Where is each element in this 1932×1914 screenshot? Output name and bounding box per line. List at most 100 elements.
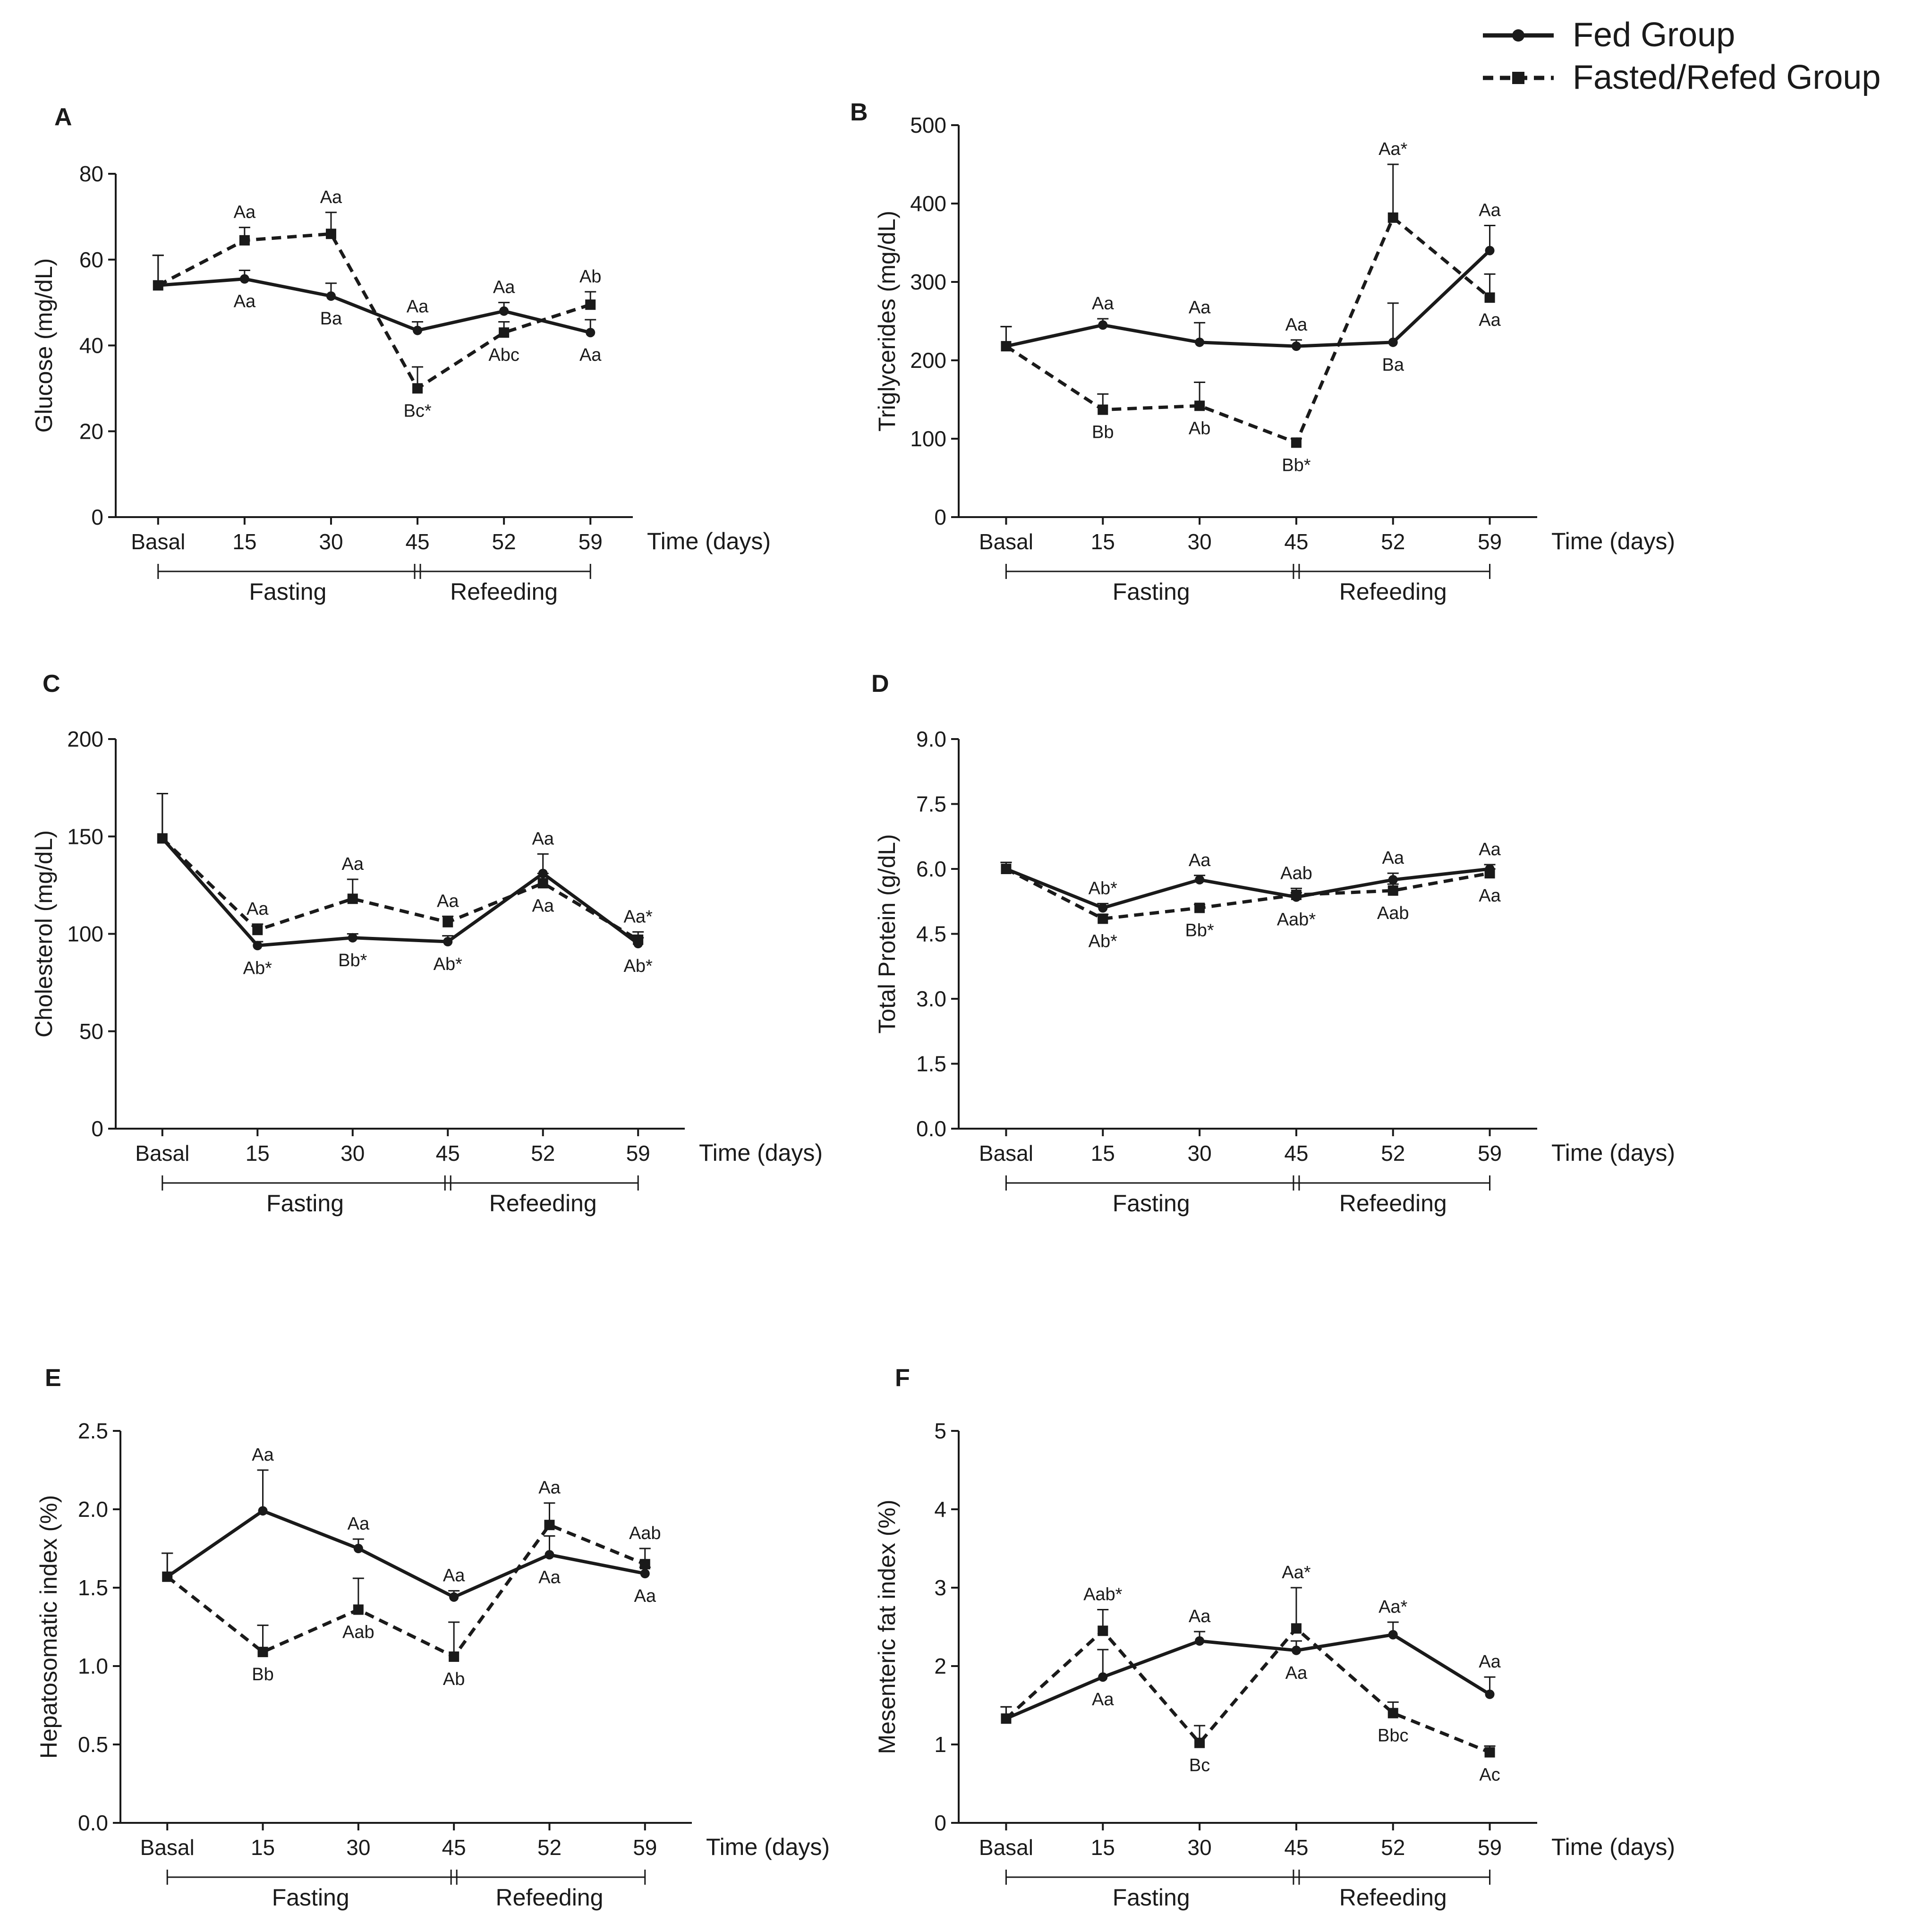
series-line <box>1005 1633 1491 1720</box>
significance-label: Aa <box>1479 886 1501 906</box>
series-fasted: Aa Aa Aa Aa Aa* <box>156 793 653 945</box>
x-tick-label: Basal <box>140 1835 195 1860</box>
data-point-circle <box>348 933 357 943</box>
panel-letter: D <box>871 670 889 698</box>
significance-label: Bc <box>1189 1756 1210 1776</box>
significance-label: Aa <box>1479 1652 1501 1672</box>
panel-c: C 0 50 100 150 200 Basal 15 30 45 52 59 Time (days) C… <box>31 670 823 1216</box>
significance-label: Bb <box>252 1665 273 1684</box>
x-axis-label: Time (days) <box>1551 1140 1675 1166</box>
x-tick-label: 52 <box>1381 1835 1405 1860</box>
x-tick-label: 59 <box>1478 1835 1502 1860</box>
y-tick-label: 4 <box>934 1497 946 1522</box>
y-tick-label: 3 <box>934 1575 946 1600</box>
significance-label: Aa <box>1189 851 1211 870</box>
y-tick-label: 500 <box>910 113 946 137</box>
data-point-circle <box>545 1550 554 1560</box>
y-tick-label: 0.0 <box>78 1811 108 1835</box>
y-axis-label: Triglycerides (mg/dL) <box>874 211 900 432</box>
series-fed: Aa Aa Aa Ba Aa <box>1000 200 1501 375</box>
data-point-square <box>585 299 596 310</box>
data-point-square <box>633 934 644 945</box>
y-tick-label: 0 <box>91 505 103 529</box>
significance-label: Ab <box>579 267 601 287</box>
series-fasted: Aab* Bc Aa* Bbc Ac <box>1000 1563 1500 1785</box>
significance-label: Ab* <box>243 958 272 978</box>
significance-label: Aa <box>1092 294 1114 314</box>
y-tick-label: 80 <box>79 162 103 186</box>
series-line <box>1005 867 1490 910</box>
x-axis-label: Time (days) <box>1551 528 1675 554</box>
phase-label-fasting: Fasting <box>266 1190 344 1216</box>
y-tick-label: 0 <box>934 1811 946 1835</box>
significance-label: Aa <box>538 1478 561 1498</box>
series-line <box>161 837 639 941</box>
significance-label: Aab* <box>1277 910 1316 930</box>
y-tick-label: 2.0 <box>78 1497 108 1522</box>
significance-label: Ac <box>1479 1765 1500 1785</box>
y-tick-label: 40 <box>79 333 103 358</box>
y-tick-label: 1.5 <box>916 1052 946 1076</box>
series-line <box>157 232 591 391</box>
significance-label: Ab* <box>434 954 462 974</box>
phase-label-refeeding: Refeeding <box>450 578 558 605</box>
x-tick-label: 59 <box>1478 529 1502 554</box>
significance-label: Aa <box>1189 298 1211 317</box>
significance-label: Ab <box>1189 418 1210 438</box>
phase-label-refeeding: Refeeding <box>489 1190 597 1216</box>
data-point-square <box>537 878 548 889</box>
x-tick-label: 30 <box>1188 1141 1212 1165</box>
x-tick-label: 30 <box>340 1141 365 1165</box>
panel-letter: F <box>895 1364 910 1392</box>
y-tick-label: 1.5 <box>78 1575 108 1600</box>
significance-label: Aab <box>342 1622 374 1642</box>
x-axis-label: Time (days) <box>647 528 771 554</box>
data-point-circle <box>253 941 263 951</box>
significance-label: Aa <box>443 1566 465 1586</box>
significance-label: Aa <box>1285 315 1308 335</box>
x-tick-label: 59 <box>1478 1141 1502 1165</box>
phase-label-fasting: Fasting <box>1113 1190 1190 1216</box>
data-point-square <box>162 1571 173 1582</box>
data-point-square <box>1001 341 1012 352</box>
significance-label: Bb <box>1092 423 1114 442</box>
y-tick-label: 150 <box>67 824 103 849</box>
y-tick-label: 50 <box>79 1019 103 1044</box>
series-fasted: Aa Aa Bc* Abc Ab <box>152 187 601 421</box>
x-tick-label: 30 <box>346 1835 370 1860</box>
x-tick-label: Basal <box>131 529 185 554</box>
y-tick-label: 1 <box>934 1732 946 1757</box>
y-axis-label: Mesenteric fat index (%) <box>874 1499 900 1754</box>
y-tick-label: 200 <box>67 727 103 751</box>
data-point-circle <box>1098 320 1108 330</box>
data-point-square <box>1194 902 1205 913</box>
x-tick-label: 15 <box>251 1835 275 1860</box>
series-fasted: Bb Ab Bb* Aa* Aa <box>1000 139 1501 475</box>
series-fed: Aa Ba Aa Aa Aa <box>152 255 602 365</box>
data-point-square <box>347 893 358 904</box>
data-point-square <box>412 383 423 394</box>
significance-label: Aab <box>1280 863 1312 883</box>
significance-label: Aa <box>234 203 256 222</box>
y-tick-label: 3.0 <box>916 987 946 1011</box>
significance-label: Aab* <box>1083 1584 1123 1604</box>
significance-label: Aa <box>1479 840 1501 859</box>
data-point-circle <box>1098 903 1108 913</box>
data-point-square <box>1098 404 1108 415</box>
data-point-square <box>325 229 336 239</box>
panel-a: A 0 20 40 60 80 Basal 15 30 45 52 59 Time (days) Gluc… <box>31 103 771 605</box>
significance-label: Aa <box>247 899 269 919</box>
legend-fed: Fed Group <box>1483 16 1735 54</box>
series-fed: Aa Aa Aa Aa* Aa <box>1000 1597 1501 1724</box>
y-axis-label: Cholesterol (mg/dL) <box>31 830 57 1038</box>
significance-label: Aa <box>320 187 342 207</box>
x-tick-label: 15 <box>246 1141 270 1165</box>
x-tick-label: 15 <box>1091 529 1115 554</box>
y-tick-label: 6.0 <box>916 857 946 881</box>
data-point-square <box>1387 1708 1398 1718</box>
x-tick-label: 30 <box>319 529 343 554</box>
y-tick-label: 1.0 <box>78 1654 108 1678</box>
y-tick-label: 20 <box>79 419 103 443</box>
data-point-square <box>1001 1713 1012 1724</box>
